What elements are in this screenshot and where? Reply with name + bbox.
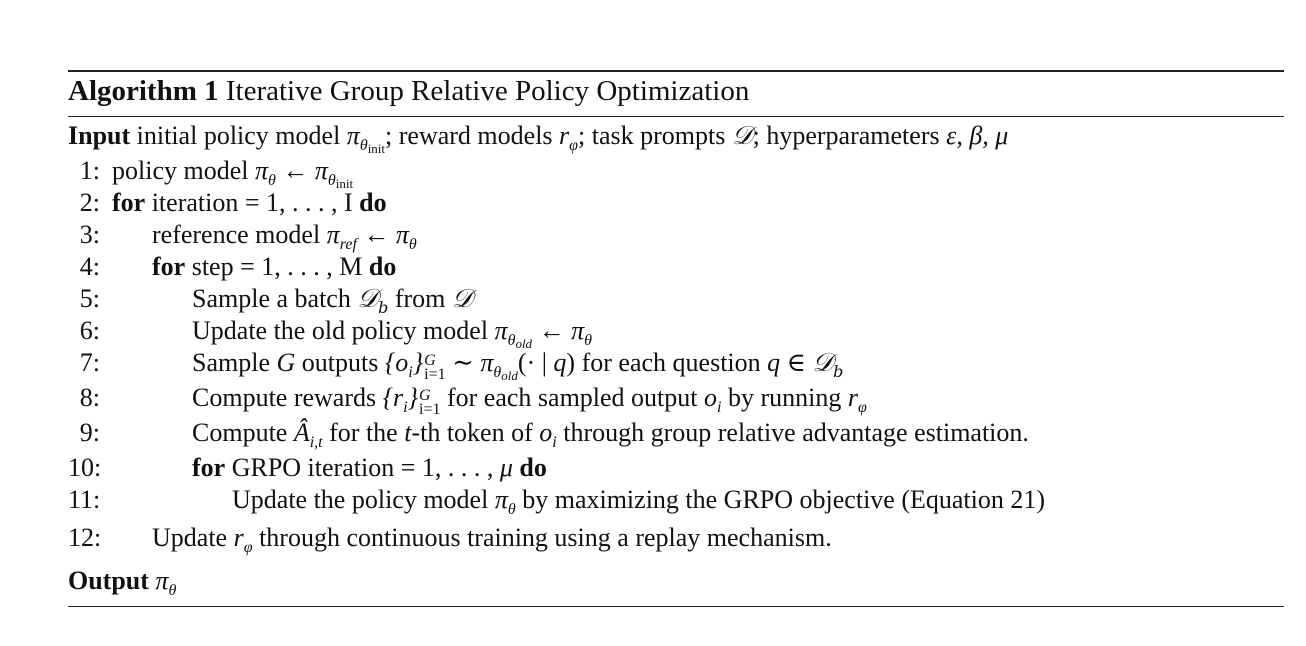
step-text: step = 1, . . . , M bbox=[191, 252, 363, 281]
step-text: iteration = 1, . . . , I bbox=[151, 188, 353, 217]
output-line: Output πθ bbox=[68, 564, 1284, 599]
math-D: 𝒟 bbox=[451, 284, 473, 314]
math-r-phi: rφ bbox=[559, 121, 579, 154]
step-line-6: 6: Update the old policy model πθold ← πθ bbox=[68, 315, 1284, 351]
algorithm-title-line: Algorithm 1 Iterative Group Relative Pol… bbox=[68, 72, 1284, 110]
algorithm-label: Algorithm 1 bbox=[68, 75, 219, 107]
top-rule bbox=[68, 70, 1284, 72]
math-expr: 𝒟b bbox=[357, 284, 389, 317]
algorithm-block: Algorithm 1 Iterative Group Relative Pol… bbox=[68, 70, 1284, 607]
title-rule bbox=[68, 116, 1284, 117]
step-line-3: 3: reference model πref ← πθ bbox=[68, 219, 1284, 253]
step-text: for each question bbox=[581, 348, 761, 377]
keyword-for: for bbox=[112, 188, 146, 217]
math-mu: μ bbox=[499, 453, 513, 482]
step-text: by running bbox=[727, 383, 842, 412]
math-G: G bbox=[276, 348, 296, 377]
step-text: for the bbox=[329, 418, 398, 447]
line-number: 1: bbox=[79, 156, 100, 185]
step-text: Update the policy model bbox=[232, 485, 489, 514]
line-number: 4: bbox=[79, 252, 100, 281]
line-number: 12: bbox=[68, 523, 102, 552]
math-hyperparams: ε, β, μ bbox=[946, 121, 1009, 150]
line-number: 9: bbox=[79, 418, 100, 447]
step-line-1: 1: policy model πθ ← πθinit bbox=[68, 155, 1284, 191]
input-line: Input initial policy model πθinit; rewar… bbox=[68, 119, 1284, 155]
line-number: 10: bbox=[68, 453, 102, 482]
step-text: through group relative advantage estimat… bbox=[563, 418, 1029, 447]
math-r-phi: rφ bbox=[847, 383, 867, 416]
step-line-9: 9: Compute Âi,t for the t-th token of oi … bbox=[68, 417, 1284, 452]
step-text: Sample a batch bbox=[192, 284, 351, 313]
step-text: GRPO iteration = 1, . . . , bbox=[231, 453, 494, 482]
line-number: 7: bbox=[79, 348, 100, 377]
step-text: for each sampled output bbox=[446, 383, 698, 412]
step-text: Update the old policy model bbox=[192, 316, 489, 345]
input-text-policy: initial policy model bbox=[136, 121, 341, 150]
step-text: policy model bbox=[112, 156, 249, 185]
math-expr: πθ bbox=[155, 566, 177, 599]
keyword-do: do bbox=[519, 453, 547, 482]
math-expr: oi bbox=[539, 418, 557, 451]
algorithm-title: Iterative Group Relative Policy Optimiza… bbox=[225, 75, 750, 107]
step-text: by maximizing the GRPO objective (Equati… bbox=[522, 485, 1046, 514]
step-line-10: 10: for GRPO iteration = 1, . . . , μ do bbox=[68, 452, 1284, 484]
math-expr: q ∈ bbox=[767, 348, 813, 377]
math-D: 𝒟 bbox=[731, 121, 753, 151]
keyword-for: for bbox=[152, 252, 186, 281]
line-number: 6: bbox=[79, 316, 100, 345]
step-text: Compute rewards bbox=[192, 383, 377, 412]
math-expr: πθold ← πθ bbox=[494, 316, 592, 351]
math-expr: πref ← πθ bbox=[326, 220, 417, 253]
step-line-5: 5: Sample a batch 𝒟b from 𝒟 bbox=[68, 283, 1284, 317]
keyword-do: do bbox=[368, 252, 397, 281]
math-expr: πθ ← πθinit bbox=[254, 156, 354, 191]
step-text: Compute bbox=[192, 418, 288, 447]
bottom-rule bbox=[68, 606, 1284, 607]
step-line-4: 4: for step = 1, . . . , M do bbox=[68, 251, 1284, 283]
line-number: 11: bbox=[68, 485, 101, 514]
input-text-reward: ; reward models bbox=[385, 121, 553, 150]
math-expr: Âi,t bbox=[293, 418, 323, 451]
input-text-hyper: ; hyperparameters bbox=[752, 121, 940, 150]
line-number: 2: bbox=[79, 188, 100, 217]
math-expr: oi bbox=[704, 383, 722, 416]
step-text: outputs bbox=[301, 348, 379, 377]
math-pi-theta-init: πθinit bbox=[346, 121, 386, 156]
step-line-2: 2: for iteration = 1, . . . , I do bbox=[68, 187, 1284, 219]
line-number: 8: bbox=[79, 383, 100, 412]
step-text: through continuous training using a repl… bbox=[259, 523, 832, 552]
math-t: t bbox=[397, 418, 412, 447]
step-text: -th token of bbox=[411, 418, 533, 447]
input-label: Input bbox=[68, 121, 131, 150]
keyword-do: do bbox=[359, 188, 387, 217]
input-text-prompts: ; task prompts bbox=[578, 121, 726, 150]
step-text: reference model bbox=[152, 220, 321, 249]
output-label: Output bbox=[68, 566, 149, 595]
step-text: Sample bbox=[192, 348, 270, 377]
step-line-12: 12: Update rφ through continuous training… bbox=[68, 522, 1284, 556]
step-line-11: 11: Update the policy model πθ by maximiz… bbox=[68, 484, 1284, 518]
step-text: Update bbox=[152, 523, 228, 552]
keyword-for: for bbox=[192, 453, 226, 482]
line-number: 3: bbox=[79, 220, 100, 249]
step-text: from bbox=[394, 284, 446, 313]
math-r-phi: rφ bbox=[233, 523, 253, 556]
math-expr: πθ bbox=[494, 485, 516, 518]
math-expr: 𝒟b bbox=[812, 348, 844, 381]
line-number: 5: bbox=[79, 284, 100, 313]
